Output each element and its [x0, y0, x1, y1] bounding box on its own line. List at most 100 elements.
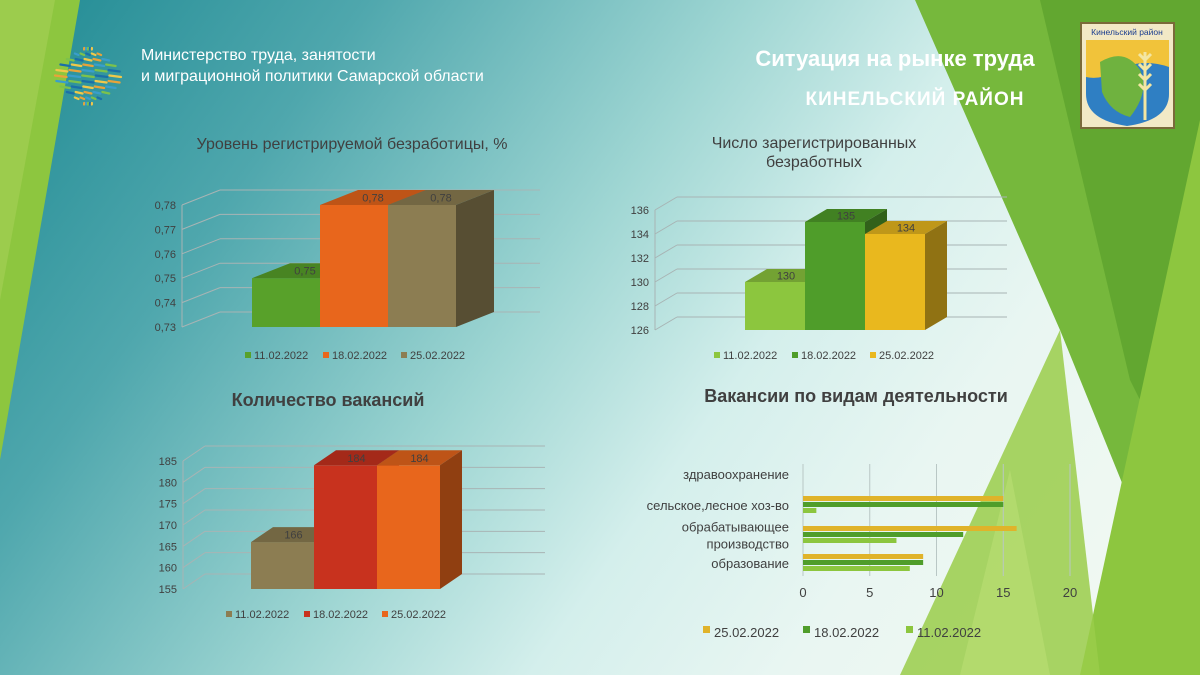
bar-top [320, 190, 426, 205]
data-label: 184 [347, 453, 365, 465]
logo-stroke [107, 79, 121, 84]
legend-swatch [703, 626, 710, 633]
y-tick-label: 0,73 [155, 322, 176, 334]
legend-label: 25.02.2022 [410, 350, 465, 362]
legend-label: 11.02.2022 [917, 625, 981, 640]
chart-title-line2: безработных [766, 154, 862, 171]
data-label: 184 [410, 453, 428, 465]
y-tick-label: 175 [159, 499, 177, 511]
logo-stroke [74, 90, 84, 95]
gridline-side [654, 244, 678, 259]
legend-swatch [226, 611, 232, 617]
gridline-side [181, 213, 221, 230]
legend-label: 11.02.2022 [235, 609, 289, 621]
bar-25.02.2022 [803, 496, 1004, 501]
x-tick-label: 20 [1063, 585, 1077, 600]
ministry-name-line1: Министерство труда, занятости [141, 47, 376, 64]
bar-18.02.2022 [320, 205, 388, 327]
y-tick-label: 0,75 [155, 273, 176, 285]
bar-top [865, 221, 947, 234]
y-tick-label: 170 [159, 520, 177, 532]
gridline-side [182, 488, 206, 505]
bar-top [377, 450, 462, 466]
logo-stroke [70, 85, 83, 90]
logo-stroke [83, 57, 93, 62]
logo-stroke [73, 52, 80, 57]
data-label: 0,78 [430, 193, 451, 205]
bar-top [388, 190, 494, 205]
data-label: 135 [837, 211, 855, 223]
bar-25.02.2022 [377, 465, 440, 589]
logo-stroke [85, 52, 91, 57]
logo-stroke [105, 63, 117, 68]
gridline-side [182, 466, 206, 483]
bar-side [440, 450, 462, 589]
y-tick-label: 155 [159, 584, 177, 596]
y-tick-label: 0,78 [155, 200, 176, 212]
bar-11.02.2022 [745, 282, 805, 330]
gridline-side [654, 196, 678, 211]
logo-stroke [73, 96, 80, 101]
y-tick-label: 130 [631, 277, 649, 289]
y-tick-label: 185 [159, 456, 177, 468]
logo-stroke [96, 52, 103, 57]
gridline-side [181, 189, 221, 206]
bar-11.02.2022 [251, 542, 314, 589]
category-label: сельское,лесное хоз-во [647, 498, 789, 513]
ministry-logo [53, 46, 123, 106]
logo-stroke [74, 57, 84, 62]
logo-stroke [68, 79, 82, 84]
logo-stroke [79, 96, 86, 101]
logo-stroke [55, 68, 69, 73]
gridline-side [182, 445, 206, 462]
category-label: здравоохранение [683, 467, 789, 482]
logo-stroke [93, 85, 106, 90]
logo-stroke [67, 74, 82, 79]
legend-swatch [382, 611, 388, 617]
x-tick-label: 0 [799, 585, 806, 600]
legend-swatch [870, 352, 876, 358]
bar-25.02.2022 [803, 554, 924, 559]
logo-stroke [65, 90, 75, 95]
logo-stroke [94, 74, 109, 79]
logo-stroke [93, 63, 106, 68]
bar-11.02.2022 [803, 538, 897, 543]
logo-stroke [108, 74, 123, 79]
svg-text:Кинельский район: Кинельский район [1091, 27, 1163, 37]
logo-stroke [105, 85, 117, 90]
gridline-side [654, 292, 678, 307]
logo-stroke [90, 96, 97, 101]
legend-label: 25.02.2022 [714, 625, 779, 640]
logo-stroke [70, 63, 83, 68]
logo-stroke [81, 74, 95, 79]
bar-18.02.2022 [803, 532, 964, 537]
logo-stroke [81, 79, 95, 84]
chart-title-line1: Число зарегистрированных [712, 135, 917, 152]
category-label: образование [711, 556, 789, 571]
gridline-side [181, 238, 221, 255]
logo-stroke [79, 52, 86, 57]
gridline-side [181, 311, 221, 328]
y-tick-label: 180 [159, 477, 177, 489]
gridline-side [182, 530, 206, 547]
logo-stroke [101, 57, 111, 62]
logo-stroke [92, 90, 102, 95]
bar-25.02.2022 [388, 205, 456, 327]
chart-title: Вакансии по видам деятельности [704, 386, 1008, 406]
data-label: 130 [777, 271, 795, 283]
bar-18.02.2022 [803, 560, 924, 565]
legend-swatch [401, 352, 407, 358]
data-label: 166 [284, 530, 302, 542]
y-tick-label: 0,74 [155, 298, 176, 310]
x-tick-label: 5 [866, 585, 873, 600]
y-tick-label: 134 [631, 229, 649, 241]
legend-swatch [792, 352, 798, 358]
y-tick-label: 165 [159, 541, 177, 553]
y-tick-label: 136 [631, 205, 649, 217]
logo-stroke [107, 68, 121, 73]
data-label: 0,75 [294, 266, 315, 278]
